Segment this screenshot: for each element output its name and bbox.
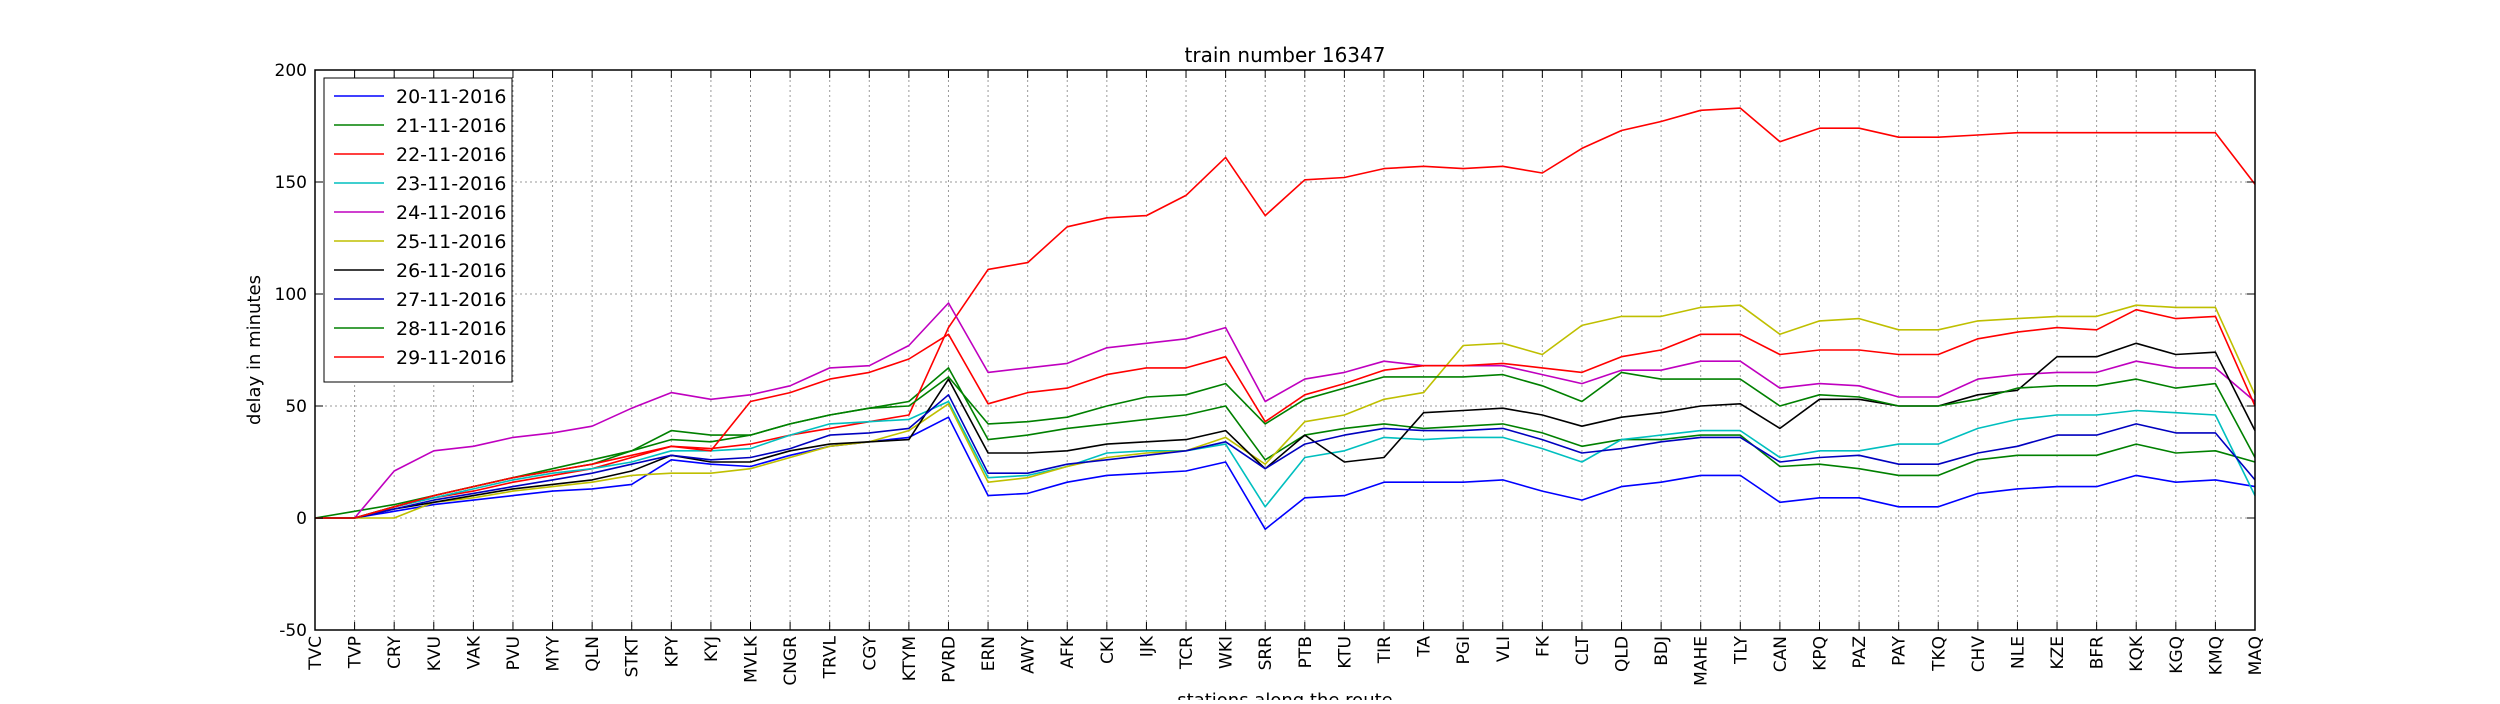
- x-tick-label: FK: [1533, 635, 1553, 657]
- x-tick-label: PTB: [1296, 636, 1316, 668]
- series-line: [314, 367, 2256, 519]
- x-tick-label: KMQ: [2206, 636, 2226, 675]
- x-tick-label: AWY: [1019, 635, 1039, 674]
- x-tick-label: CRY: [385, 635, 405, 669]
- x-tick-label: TIR: [1375, 636, 1395, 664]
- legend-label: 27-11-2016: [396, 289, 506, 311]
- legend-label: 24-11-2016: [396, 202, 506, 224]
- series-lines: [314, 107, 2256, 531]
- legend-label: 29-11-2016: [396, 347, 506, 369]
- x-tick-label: IJK: [1137, 635, 1157, 657]
- legend-label: 25-11-2016: [396, 231, 506, 253]
- x-axis-ticks: TVC TVP CRY KVU VAK PVU MYY QLN STKT KPY KYJ MVLK CN…: [306, 70, 2266, 686]
- x-tick-label: BFR: [2088, 636, 2108, 669]
- x-tick-label: TVC: [306, 636, 326, 671]
- x-tick-label: CKI: [1098, 636, 1118, 664]
- x-tick-label: STKT: [623, 635, 643, 677]
- x-tick-label: AFK: [1058, 635, 1078, 668]
- legend-label: 22-11-2016: [396, 144, 506, 166]
- y-axis-label: delay in minutes: [244, 275, 265, 425]
- series-line: [315, 400, 2256, 519]
- x-tick-label: ERN: [979, 636, 999, 671]
- y-tick-label: 150: [275, 173, 307, 193]
- x-tick-label: KPQ: [1810, 636, 1830, 671]
- series-line: [315, 371, 2256, 519]
- x-tick-label: MAQ: [2246, 636, 2266, 675]
- x-tick-label: VAK: [464, 635, 484, 669]
- x-tick-label: CLT: [1573, 635, 1593, 665]
- x-tick-label: QLD: [1613, 636, 1633, 672]
- x-tick-label: NLE: [2008, 636, 2028, 669]
- x-tick-label: CGY: [860, 635, 880, 670]
- x-tick-label: TCR: [1177, 636, 1197, 670]
- series-line: [315, 302, 2256, 519]
- series-line: [315, 393, 2256, 519]
- x-tick-label: QLN: [583, 636, 603, 672]
- x-tick-label: BDJ: [1652, 636, 1672, 666]
- x-tick-label: PVU: [504, 636, 524, 670]
- x-tick-label: KTYM: [900, 636, 920, 681]
- legend-box: [323, 77, 513, 383]
- y-axis-ticks: -50 0 50 100 150 200: [275, 61, 2255, 641]
- x-tick-label: KGQ: [2167, 636, 2187, 674]
- x-tick-label: CHV: [1969, 636, 1989, 673]
- legend-label: 21-11-2016: [396, 115, 506, 137]
- x-tick-label: TVP: [346, 636, 366, 669]
- y-tick-label: -50: [279, 621, 307, 641]
- legend-label: 23-11-2016: [396, 173, 506, 195]
- legend-label: 28-11-2016: [396, 318, 506, 340]
- x-tick-label: KVU: [425, 636, 445, 671]
- x-tick-label: KQK: [2127, 635, 2147, 672]
- x-tick-label: VLI: [1494, 636, 1514, 662]
- chart-title: train number 16347: [1185, 43, 1386, 67]
- x-tick-label: SRR: [1256, 636, 1276, 671]
- x-tick-label: PGI: [1454, 636, 1474, 664]
- plot-frame: [314, 69, 2256, 631]
- x-tick-label: KPY: [662, 635, 682, 667]
- series-line: [315, 304, 2256, 519]
- y-tick-label: 100: [275, 285, 307, 305]
- x-tick-label: TA: [1415, 636, 1435, 658]
- x-tick-label: TRVL: [821, 635, 841, 679]
- series-line: [315, 107, 2256, 519]
- legend-label: 26-11-2016: [396, 260, 506, 282]
- x-tick-label: TKQ: [1929, 636, 1949, 672]
- x-tick-label: KTU: [1335, 636, 1355, 669]
- series-line: [315, 308, 2256, 519]
- y-tick-label: 200: [275, 61, 307, 81]
- legend: 20-11-2016 21-11-2016 22-11-2016 23-11-2016…: [323, 77, 513, 383]
- x-tick-label: MAHE: [1692, 636, 1712, 686]
- x-tick-label: CAN: [1771, 636, 1791, 672]
- y-tick-label: 0: [296, 509, 307, 529]
- x-tick-label: MYY: [544, 635, 564, 671]
- grid: [314, 69, 2256, 631]
- x-tick-label: MVLK: [742, 635, 762, 683]
- x-tick-label: PAY: [1890, 635, 1910, 665]
- x-axis-label: stations along the route: [1177, 690, 1392, 700]
- x-tick-label: PAZ: [1850, 636, 1870, 668]
- x-tick-label: TLY: [1731, 635, 1751, 665]
- series-line: [315, 342, 2256, 519]
- x-tick-label: CNGR: [781, 636, 801, 686]
- x-tick-label: KZE: [2048, 636, 2068, 670]
- x-tick-label: WKI: [1217, 636, 1237, 669]
- x-tick-label: PVRD: [939, 636, 959, 683]
- legend-label: 20-11-2016: [396, 86, 506, 108]
- x-tick-label: KYJ: [702, 636, 722, 662]
- series-line: [315, 416, 2256, 531]
- y-tick-label: 50: [285, 397, 307, 417]
